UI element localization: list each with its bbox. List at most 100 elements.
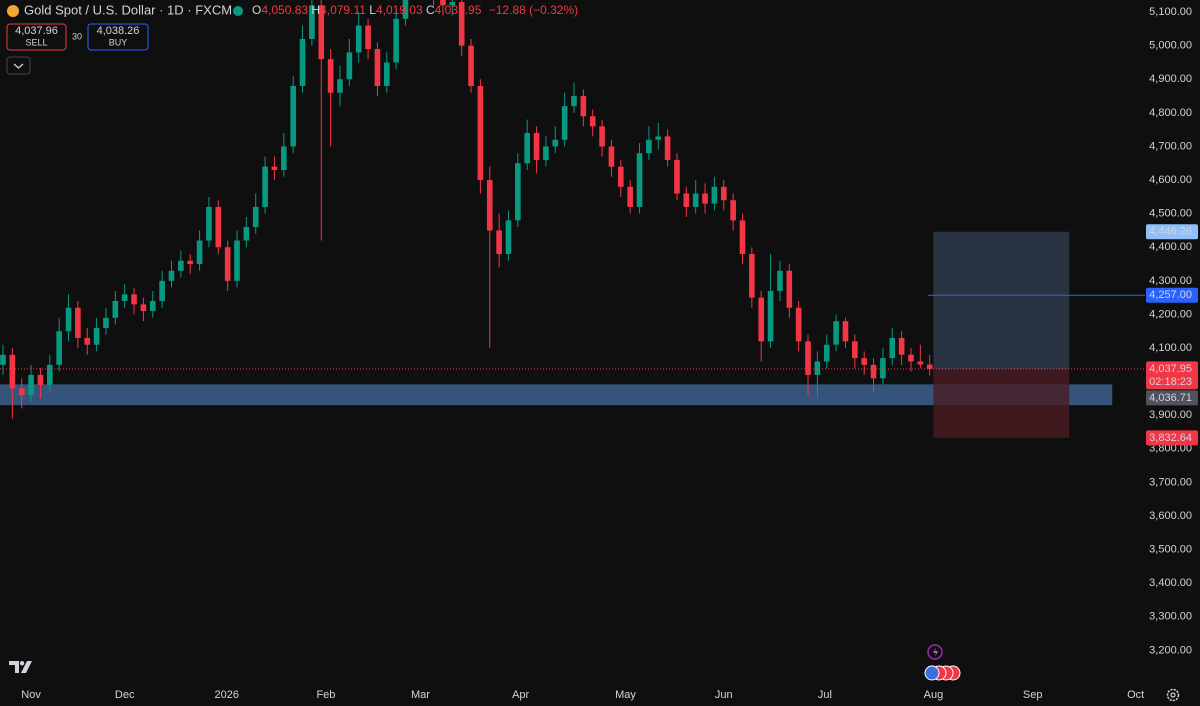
line-price-label: 4,257.00 xyxy=(1149,289,1192,301)
candle-body xyxy=(458,2,465,46)
candle-body xyxy=(355,25,362,53)
candle-body xyxy=(842,321,849,342)
y-tick-label: 4,400.00 xyxy=(1149,241,1192,253)
x-tick-label: Dec xyxy=(115,689,135,701)
change: −12.88 (−0.32%) xyxy=(489,3,578,17)
ohlc-key: L xyxy=(369,3,376,17)
y-tick-label: 4,200.00 xyxy=(1149,308,1192,320)
candle-body xyxy=(702,193,708,204)
candle-body xyxy=(711,186,718,204)
y-tick-label: 4,300.00 xyxy=(1149,275,1192,287)
chevron-icon xyxy=(13,63,24,69)
symbol-title: Gold Spot / U.S. Dollar · 1D · FXCM xyxy=(24,2,232,17)
candle-body xyxy=(795,307,802,342)
candle-body xyxy=(393,18,399,63)
candle-body xyxy=(187,260,194,265)
x-tick-label: Mar xyxy=(411,689,430,701)
settings xyxy=(1166,688,1180,702)
x-tick-label: Nov xyxy=(21,689,41,701)
candle-body xyxy=(636,153,643,207)
candle-body xyxy=(468,45,474,87)
last-price-label: 4,037.95 xyxy=(1149,363,1192,375)
candle-body xyxy=(917,361,924,365)
candle-body xyxy=(131,294,137,305)
candle-body xyxy=(720,186,727,201)
y-tick-label: 3,300.00 xyxy=(1149,611,1192,623)
candle-body xyxy=(346,52,353,80)
stop-price-label-bg xyxy=(1146,430,1198,446)
y-tick-label: 4,600.00 xyxy=(1149,174,1192,186)
candle-body xyxy=(178,260,184,271)
candle-body xyxy=(281,146,287,170)
candle-body xyxy=(627,186,633,207)
candle-body xyxy=(121,294,128,302)
buy-price: 4,038.26 xyxy=(97,25,140,37)
ohlc: O4,050.83 H4,079.11 L4,019.03 C4,037.95 … xyxy=(252,3,578,17)
stop-area xyxy=(933,369,1070,438)
candle-body xyxy=(515,163,521,221)
candle-body xyxy=(730,200,736,221)
candle-body xyxy=(571,96,577,107)
candle-body xyxy=(56,331,62,365)
y-tick-label: 4,900.00 xyxy=(1149,73,1192,85)
candle-body xyxy=(234,240,240,281)
candle-body xyxy=(93,327,100,345)
candle-body xyxy=(112,301,119,318)
flag-icon[interactable] xyxy=(924,665,940,681)
sell-price: 4,037.96 xyxy=(15,25,58,37)
x-tick-label: May xyxy=(615,689,636,701)
x-tick-label: Oct xyxy=(1127,689,1144,701)
y-tick-label: 3,200.00 xyxy=(1149,644,1192,656)
candle-body xyxy=(18,388,25,396)
candle-body xyxy=(75,307,81,338)
buy-button[interactable] xyxy=(87,23,149,51)
candle-body xyxy=(496,230,502,254)
last-price-label-bg xyxy=(1146,361,1198,390)
candle-body xyxy=(262,166,268,207)
candle-body xyxy=(908,354,914,362)
x-tick-label: Sep xyxy=(1023,689,1043,701)
candle-body xyxy=(870,364,877,379)
candle-body xyxy=(318,5,325,60)
candle-body xyxy=(561,106,568,140)
candle-body xyxy=(374,49,381,87)
candle-body xyxy=(28,374,34,396)
candle-body xyxy=(608,146,615,167)
ohlc-key: C xyxy=(426,3,435,17)
candle-body xyxy=(103,317,109,328)
candle-body xyxy=(0,354,6,365)
candle-body xyxy=(852,341,858,359)
y-tick-label: 4,700.00 xyxy=(1149,140,1192,152)
candle-body xyxy=(290,86,296,147)
collapse-button[interactable] xyxy=(6,56,31,75)
candle-body xyxy=(140,304,147,312)
target-price-label-bg xyxy=(1146,224,1198,240)
candle-body xyxy=(486,180,493,231)
candle-body xyxy=(215,206,222,248)
candle-body xyxy=(767,290,774,342)
support-zone xyxy=(0,384,1113,406)
y-tick-label: 3,500.00 xyxy=(1149,544,1192,556)
candle-body xyxy=(580,96,587,117)
x-tick-label: Feb xyxy=(316,689,335,701)
settings-icon-core xyxy=(1170,692,1176,698)
candle-body xyxy=(159,280,165,302)
candle-body xyxy=(880,358,886,379)
candle-body xyxy=(440,0,446,6)
candle-body xyxy=(309,5,315,39)
settings-icon[interactable] xyxy=(1166,688,1180,702)
lightning-icon xyxy=(933,647,938,657)
sell-button[interactable] xyxy=(6,23,67,51)
candle-body xyxy=(224,247,231,281)
candle-body xyxy=(664,136,671,160)
ohlc-value: 4,019.03 xyxy=(376,3,423,17)
candle-body xyxy=(655,136,662,140)
ohlc-value: 4,050.83 xyxy=(261,3,308,17)
candle-body xyxy=(9,354,16,389)
candle-body xyxy=(861,358,867,365)
candle-body xyxy=(833,321,839,345)
candle-body xyxy=(299,38,306,87)
